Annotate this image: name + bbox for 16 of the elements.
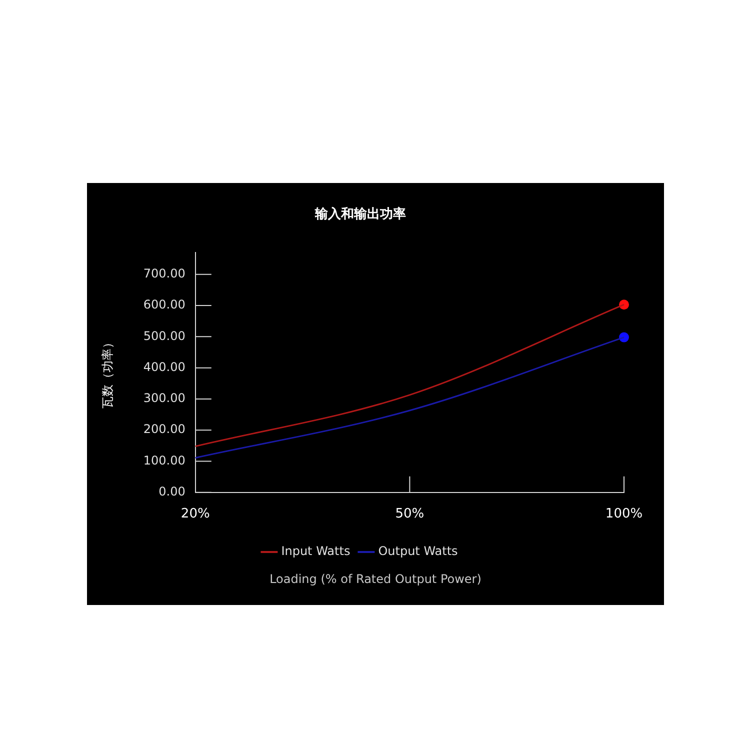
y-tick-label: 200.00 <box>143 422 186 436</box>
x-tick-label: 50% <box>395 506 424 522</box>
y-tick-label: 0.00 <box>158 484 186 499</box>
legend-label: Output Watts <box>378 544 458 558</box>
x-axis-title: Loading (% of Rated Output Power) <box>268 572 482 586</box>
y-tick-label: 500.00 <box>143 328 186 343</box>
y-tick-label: 100.00 <box>143 453 186 468</box>
y-tick-label: 700.00 <box>143 266 186 281</box>
y-tick-label: 600.00 <box>143 298 186 312</box>
chart-title: 输入和输出功率 <box>314 206 406 222</box>
y-axis-title: 瓦数（功率） <box>100 336 114 408</box>
x-tick-label: 20% <box>180 506 210 522</box>
legend-label: Input Watts <box>281 544 350 558</box>
y-tick-label: 300.00 <box>143 391 186 406</box>
x-tick-label: 100% <box>605 506 643 522</box>
y-tick-label: 400.00 <box>143 360 186 374</box>
